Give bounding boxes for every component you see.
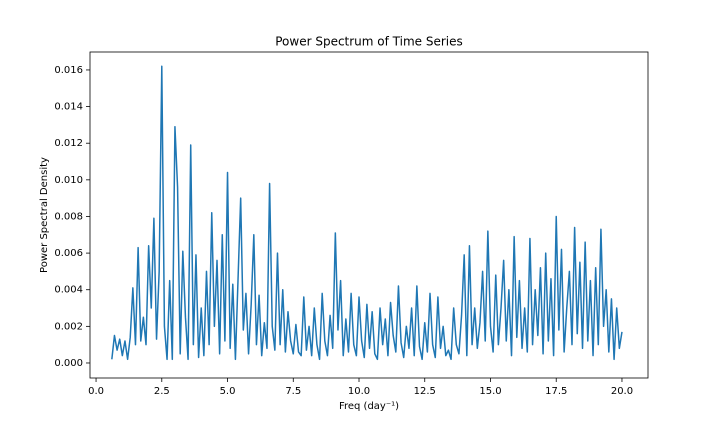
y-tick-label: 0.004	[54, 285, 83, 296]
y-tick-label: 0.014	[54, 102, 83, 113]
x-tick-label: 15.0	[479, 386, 501, 397]
y-tick-label: 0.010	[54, 175, 83, 186]
x-tick-label: 20.0	[611, 386, 633, 397]
y-tick-label: 0.000	[54, 358, 83, 369]
x-tick-label: 17.5	[545, 386, 567, 397]
y-tick-label: 0.006	[54, 248, 83, 259]
x-tick-label: 5.0	[220, 386, 236, 397]
chart-title: Power Spectrum of Time Series	[275, 35, 463, 49]
y-axis-label: Power Spectral Density	[39, 157, 50, 273]
y-tick-label: 0.016	[54, 65, 83, 76]
x-tick-label: 10.0	[348, 386, 370, 397]
y-tick-label: 0.002	[54, 321, 83, 332]
x-tick-label: 0.0	[88, 386, 104, 397]
y-tick-label: 0.008	[54, 211, 83, 222]
data-line	[111, 65, 623, 361]
x-axis-label: Freq (day⁻¹)	[339, 401, 399, 412]
x-tick-label: 7.5	[285, 386, 301, 397]
x-tick-label: 2.5	[154, 386, 170, 397]
y-tick-label: 0.012	[54, 138, 83, 149]
x-tick-label: 12.5	[414, 386, 436, 397]
axes-frame	[89, 51, 649, 379]
